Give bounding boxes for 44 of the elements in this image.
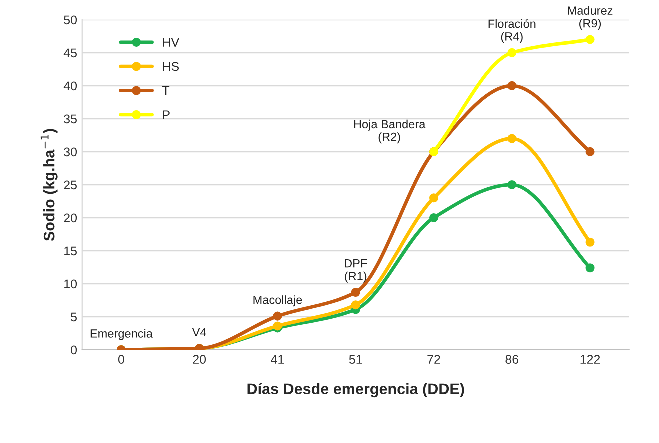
x-tick-label: 122 xyxy=(580,355,600,364)
x-tick-label: 86 xyxy=(506,355,519,364)
x-tick-label: 41 xyxy=(271,355,284,364)
y-tick-label: 45 xyxy=(64,48,77,58)
x-tick-label: 72 xyxy=(428,355,440,364)
point xyxy=(508,48,517,58)
legend-label: HV xyxy=(163,38,180,47)
point xyxy=(351,300,360,310)
point xyxy=(586,35,595,44)
y-tick-label: 20 xyxy=(64,214,78,223)
y-tick-label: 30 xyxy=(64,148,78,157)
annotation: Emergencia xyxy=(90,329,153,340)
x-axis-title: Días Desde emergencia (DDE) xyxy=(248,383,464,398)
x-tick-label: 51 xyxy=(349,355,362,364)
point xyxy=(586,147,595,156)
point xyxy=(429,213,439,222)
y-tick-label: 15 xyxy=(64,246,77,256)
y-tick-label: 10 xyxy=(64,280,78,289)
point xyxy=(586,238,595,247)
point xyxy=(351,288,360,298)
annotation: Hoja Bandera (R2) xyxy=(354,120,426,144)
x-tick-label: 20 xyxy=(193,355,206,364)
legend-label: HS xyxy=(163,62,180,72)
point xyxy=(508,81,517,90)
annotation: Floración (R4) xyxy=(488,19,536,44)
point xyxy=(429,194,439,203)
y-tick-label: 0 xyxy=(71,346,78,355)
annotation: DPF (R1) xyxy=(345,260,368,283)
y-tick-label: 35 xyxy=(64,114,77,124)
annotation: Macollaje xyxy=(254,296,302,307)
y-axis-title: Sodio (kg.ha$^{−1}$) xyxy=(40,129,58,242)
point xyxy=(586,264,595,273)
legend-label: T xyxy=(162,86,170,96)
point xyxy=(508,180,517,190)
y-tick-label: 5 xyxy=(71,312,77,322)
y-tick-label: 40 xyxy=(64,82,78,91)
point xyxy=(273,312,282,321)
annotation: V4 xyxy=(192,328,206,336)
annotation: Madurez (R9) xyxy=(568,6,613,30)
y-tick-label: 50 xyxy=(64,16,78,25)
point xyxy=(508,134,517,144)
legend-label: P xyxy=(163,110,170,120)
y-tick-label: 25 xyxy=(64,180,77,190)
x-tick-label: 0 xyxy=(118,355,124,364)
